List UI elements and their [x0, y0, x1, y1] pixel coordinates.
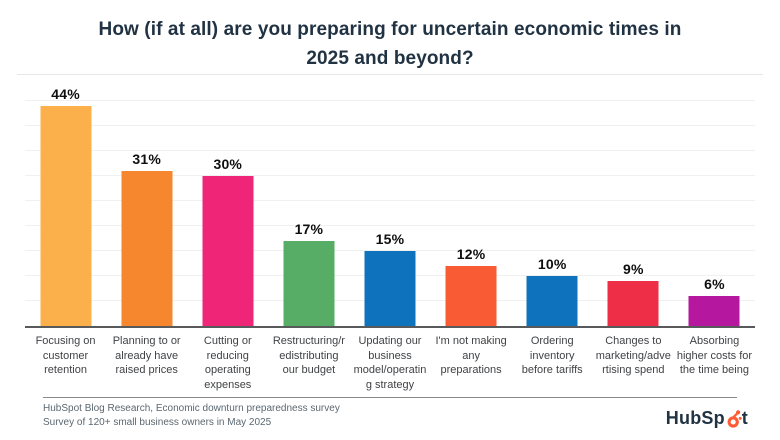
bar-value-label: 44% [51, 86, 80, 102]
category-label: I'm not making any preparations [435, 335, 507, 377]
bar-value-label: 31% [132, 151, 161, 167]
bar-slot: 15% [349, 90, 430, 326]
category-label: Ordering inventory before tariffs [521, 335, 583, 377]
category-label: Planning to or already have raised price… [112, 335, 181, 377]
gridline [25, 150, 755, 151]
category-label: Focusing on customer retention [35, 335, 96, 377]
bar-slot: 12% [431, 90, 512, 326]
plot-area: 44% 31% 30% 17% 15% 12% [25, 86, 755, 328]
bar-slot: 9% [593, 90, 674, 326]
bar-value-label: 17% [294, 221, 324, 237]
bar-marketing-spend-changes [607, 281, 659, 326]
bar-absorbing-costs [688, 296, 740, 326]
x-axis-labels: Focusing on customer retention Planning … [25, 334, 755, 392]
bar-raised-prices [121, 171, 173, 326]
gridline [25, 100, 755, 101]
bar-cutting-expenses [202, 176, 254, 326]
chart-title: How (if at all) are you preparing for un… [98, 19, 682, 69]
source-line-2: Survey of 120+ small business owners in … [43, 417, 272, 428]
bar-value-label: 6% [704, 276, 725, 292]
category-label: Restructuring/r edistributing our budget [272, 335, 345, 377]
bar-ordering-inventory [526, 276, 578, 326]
bar-slot: 10% [512, 90, 593, 326]
category-label: Absorbing higher costs for the time bein… [676, 335, 753, 377]
footer-divider [43, 397, 737, 398]
source-line-1: HubSpot Blog Research, Economic downturn… [43, 403, 340, 414]
category-label: Cutting or reducing operating expenses [203, 335, 252, 391]
bars-container: 44% 31% 30% 17% 15% 12% [25, 86, 755, 326]
bar-focusing-on-customer-retention [40, 106, 92, 326]
gridline [25, 200, 755, 201]
bar-value-label: 9% [623, 261, 644, 277]
logo-text-right: t [741, 408, 748, 428]
bar-value-label: 15% [375, 231, 405, 247]
bar-slot: 6% [674, 90, 755, 326]
hubspot-logo: HubSp t [666, 408, 748, 429]
logo-text-left: HubSp [665, 408, 725, 428]
bar-value-label: 10% [537, 256, 567, 272]
bar-no-preparations [445, 266, 497, 326]
bar-slot: 17% [268, 90, 349, 326]
bar-value-label: 30% [213, 156, 243, 172]
gridline [25, 125, 755, 126]
category-label: Changes to marketing/adve rtising spend [595, 335, 671, 377]
bar-value-label: 12% [456, 246, 486, 262]
gridline [25, 175, 755, 176]
bar-updating-business-model [364, 251, 416, 326]
bar-slot: 31% [106, 90, 187, 326]
gridline [25, 225, 755, 226]
bar-slot: 30% [187, 90, 268, 326]
category-label: Updating our business model/operatin g s… [353, 335, 427, 391]
bar-restructuring-budget [283, 241, 335, 326]
source-attribution: HubSpot Blog Research, Economic downturn… [43, 402, 340, 430]
gridline [25, 250, 755, 251]
hubspot-sprocket-icon [727, 409, 742, 428]
title-divider [17, 74, 763, 75]
bar-slot: 44% [25, 86, 106, 326]
